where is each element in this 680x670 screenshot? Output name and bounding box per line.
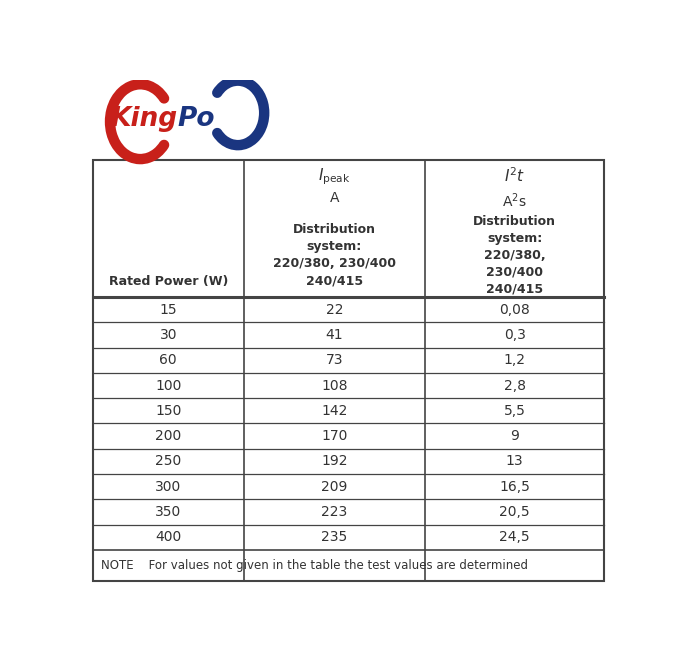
Text: 20,5: 20,5 bbox=[499, 505, 530, 519]
Text: 73: 73 bbox=[326, 353, 343, 367]
Text: 150: 150 bbox=[155, 404, 182, 418]
Text: 2,8: 2,8 bbox=[504, 379, 526, 393]
Text: A: A bbox=[330, 192, 339, 205]
Text: 250: 250 bbox=[155, 454, 182, 468]
Text: King: King bbox=[110, 106, 177, 132]
Text: 16,5: 16,5 bbox=[499, 480, 530, 494]
Text: 240/415: 240/415 bbox=[306, 275, 363, 287]
Text: 192: 192 bbox=[321, 454, 347, 468]
Text: 41: 41 bbox=[326, 328, 343, 342]
Text: 220/380,: 220/380, bbox=[484, 249, 545, 261]
Text: 15: 15 bbox=[160, 303, 177, 317]
Text: system:: system: bbox=[307, 241, 362, 253]
Text: Po: Po bbox=[177, 106, 215, 132]
Text: A$^2$s: A$^2$s bbox=[503, 192, 527, 210]
Text: 30: 30 bbox=[160, 328, 177, 342]
Text: $\mathit{I}^2\mathit{t}$: $\mathit{I}^2\mathit{t}$ bbox=[504, 167, 526, 186]
Text: Distribution: Distribution bbox=[473, 214, 556, 228]
Text: 108: 108 bbox=[321, 379, 347, 393]
Text: 9: 9 bbox=[510, 429, 519, 443]
Text: 170: 170 bbox=[321, 429, 347, 443]
Text: Distribution: Distribution bbox=[293, 223, 376, 237]
Text: $\mathit{I}_{\mathrm{peak}}$: $\mathit{I}_{\mathrm{peak}}$ bbox=[318, 167, 351, 187]
Text: 235: 235 bbox=[322, 530, 347, 544]
Text: NOTE    For values not given in the table the test values are determined: NOTE For values not given in the table t… bbox=[101, 559, 528, 572]
Text: 142: 142 bbox=[321, 404, 347, 418]
Text: 240/415: 240/415 bbox=[486, 283, 543, 295]
Text: 350: 350 bbox=[155, 505, 182, 519]
Text: 220/380, 230/400: 220/380, 230/400 bbox=[273, 257, 396, 271]
Text: 24,5: 24,5 bbox=[499, 530, 530, 544]
Text: 100: 100 bbox=[155, 379, 182, 393]
Text: Rated Power (W): Rated Power (W) bbox=[109, 275, 228, 288]
Text: 300: 300 bbox=[155, 480, 182, 494]
Text: 400: 400 bbox=[155, 530, 182, 544]
Text: 13: 13 bbox=[506, 454, 524, 468]
Text: 60: 60 bbox=[160, 353, 177, 367]
Text: 22: 22 bbox=[326, 303, 343, 317]
Text: 209: 209 bbox=[321, 480, 347, 494]
Text: system:: system: bbox=[487, 232, 542, 245]
Text: 230/400: 230/400 bbox=[486, 265, 543, 279]
Text: 0,08: 0,08 bbox=[499, 303, 530, 317]
Text: 223: 223 bbox=[322, 505, 347, 519]
Text: 1,2: 1,2 bbox=[504, 353, 526, 367]
Text: 5,5: 5,5 bbox=[504, 404, 526, 418]
Text: 0,3: 0,3 bbox=[504, 328, 526, 342]
Bar bbox=[93, 160, 604, 581]
Text: 200: 200 bbox=[155, 429, 182, 443]
